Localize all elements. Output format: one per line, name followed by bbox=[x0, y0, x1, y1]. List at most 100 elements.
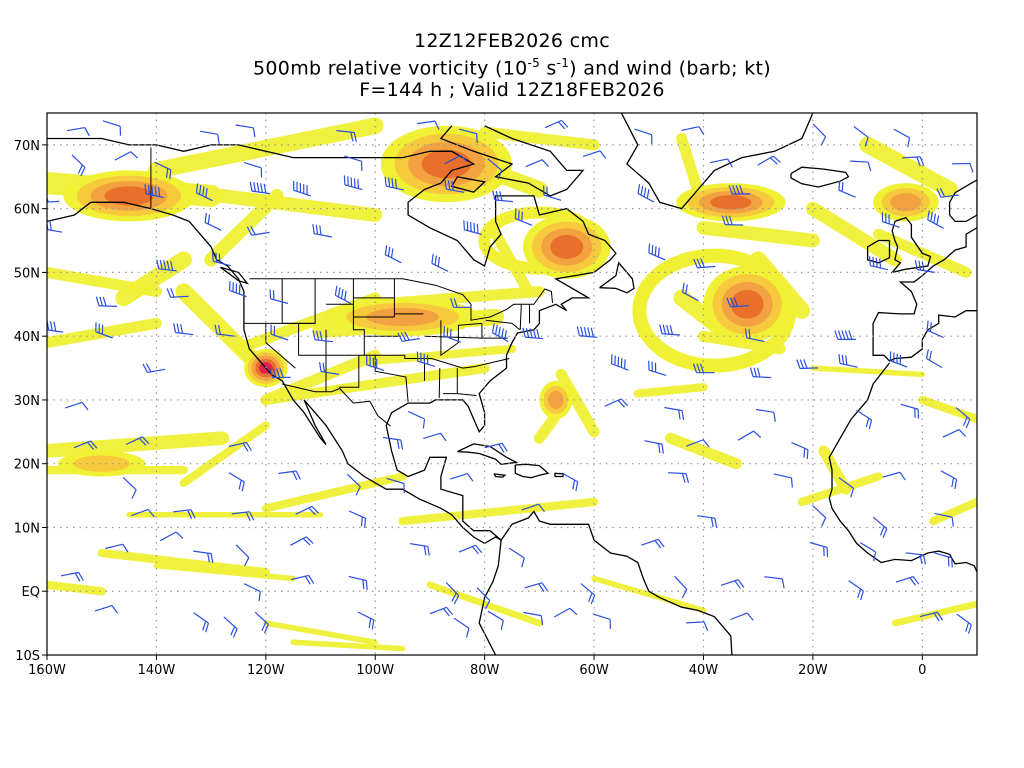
wind-barb-42 bbox=[204, 212, 222, 231]
vorticity-streak-19 bbox=[633, 383, 708, 398]
wind-barb-32 bbox=[343, 175, 363, 191]
wind-barb-92 bbox=[889, 351, 908, 368]
lat-label-10S: 10S bbox=[15, 649, 40, 664]
border-12 bbox=[339, 355, 360, 388]
wind-barb-125 bbox=[131, 508, 155, 518]
lon-label-0: 0 bbox=[918, 663, 926, 678]
wind-barb-57 bbox=[914, 260, 935, 273]
wind-barb-173 bbox=[730, 612, 754, 621]
wind-barb-152 bbox=[445, 582, 460, 605]
wind-barb-120 bbox=[667, 472, 690, 483]
wind-barb-141 bbox=[458, 544, 483, 555]
wind-barb-41 bbox=[47, 220, 63, 233]
wind-barb-161 bbox=[94, 604, 119, 614]
wind-barb-142 bbox=[508, 547, 525, 568]
wind-barb-51 bbox=[211, 251, 231, 267]
wind-barb-79 bbox=[834, 330, 856, 340]
coastline-british-isles bbox=[890, 216, 932, 274]
vorticity-streak-20 bbox=[665, 432, 742, 470]
wind-barb-71 bbox=[312, 330, 334, 343]
wind-barb-107 bbox=[484, 442, 508, 453]
vorticity-streak-37 bbox=[47, 580, 106, 596]
wind-barb-35 bbox=[492, 190, 513, 203]
vorticity-streak-17 bbox=[555, 368, 600, 438]
wind-barb-158 bbox=[764, 576, 785, 589]
coastline-iceland bbox=[790, 166, 850, 188]
vorticity-streak-39 bbox=[810, 365, 926, 378]
wind-barb-138 bbox=[235, 544, 250, 567]
wind-barb-61 bbox=[269, 289, 289, 305]
wind-barb-165 bbox=[357, 611, 375, 630]
lon-label-100W: 100W bbox=[356, 663, 394, 678]
wind-barb-56 bbox=[868, 256, 889, 271]
vorticity-streak-36 bbox=[398, 497, 599, 526]
lat-label-30N: 30N bbox=[14, 394, 40, 409]
coastlines bbox=[47, 113, 977, 655]
vorticity-max-0-level-4 bbox=[104, 186, 154, 206]
vorticity-streak-32 bbox=[261, 472, 407, 513]
wind-barb-48 bbox=[881, 212, 900, 228]
wind-barb-106 bbox=[423, 432, 447, 442]
wind-barb-25 bbox=[902, 156, 925, 167]
wind-barb-17 bbox=[344, 155, 363, 171]
lat-label-50N: 50N bbox=[14, 266, 40, 281]
map-frame bbox=[46, 112, 978, 656]
lat-label-EQ: EQ bbox=[22, 585, 40, 600]
wind-barb-151 bbox=[348, 575, 368, 591]
vorticity-streak-33 bbox=[97, 548, 270, 577]
wind-barb-3 bbox=[235, 124, 256, 138]
wind-barb-113 bbox=[122, 476, 137, 499]
wind-barb-160 bbox=[895, 575, 920, 586]
wind-barb-163 bbox=[223, 616, 238, 638]
border-5 bbox=[265, 323, 296, 369]
vorticity-max-3-level-4 bbox=[730, 289, 764, 319]
coastline-puerto-rico bbox=[554, 472, 565, 478]
wind-barb-96 bbox=[604, 398, 629, 408]
vorticity-streak-6 bbox=[47, 317, 162, 349]
vorticity-streak-46 bbox=[263, 620, 378, 645]
coastline-north-america bbox=[47, 137, 617, 545]
wind-barb-49 bbox=[927, 210, 944, 229]
wind-barb-143 bbox=[641, 538, 665, 549]
wind-barb-91 bbox=[838, 353, 858, 368]
coastline-europe bbox=[872, 227, 977, 362]
vorticity-streak-2 bbox=[215, 189, 383, 222]
wind-barb-4 bbox=[336, 130, 357, 142]
wind-barb-137 bbox=[193, 550, 214, 564]
wind-barb-40 bbox=[936, 187, 959, 198]
vorticity-streak-27 bbox=[859, 136, 958, 198]
wind-barbs bbox=[47, 119, 974, 638]
wind-barb-133 bbox=[872, 516, 888, 538]
lat-label-60N: 60N bbox=[14, 203, 40, 218]
wind-barb-14 bbox=[114, 151, 139, 161]
wind-barb-130 bbox=[521, 503, 545, 513]
lon-label-160W: 160W bbox=[28, 663, 66, 678]
wind-barb-162 bbox=[193, 612, 210, 633]
wind-barb-175 bbox=[956, 613, 972, 634]
wind-barb-114 bbox=[228, 472, 245, 492]
wind-barb-90 bbox=[796, 359, 819, 370]
title-field-post: ) and wind (barb; kt) bbox=[569, 57, 771, 80]
border-1 bbox=[249, 278, 553, 321]
wind-barb-13 bbox=[71, 154, 86, 177]
wind-barb-104 bbox=[228, 441, 252, 452]
vorticity-max-4-level-4 bbox=[710, 195, 752, 210]
wind-barb-127 bbox=[231, 511, 255, 521]
wind-barb-109 bbox=[686, 439, 710, 448]
wind-barb-75 bbox=[522, 327, 544, 340]
wind-barb-16 bbox=[243, 162, 263, 178]
wind-barb-166 bbox=[429, 606, 454, 617]
wind-barb-12 bbox=[893, 128, 911, 148]
wind-barb-145 bbox=[859, 542, 877, 562]
wind-barb-24 bbox=[850, 160, 872, 172]
title-field-pre: 500mb relative vorticity (10 bbox=[253, 57, 528, 80]
wind-barb-84 bbox=[366, 355, 385, 371]
coastline-sa-west bbox=[478, 540, 502, 655]
title-field-line: 500mb relative vorticity (10-5 s-1) and … bbox=[0, 52, 1024, 79]
wind-barb-15 bbox=[154, 161, 172, 180]
wind-barb-62 bbox=[334, 285, 352, 305]
wind-barb-36 bbox=[543, 185, 562, 201]
vorticity-streak-44 bbox=[891, 600, 977, 627]
